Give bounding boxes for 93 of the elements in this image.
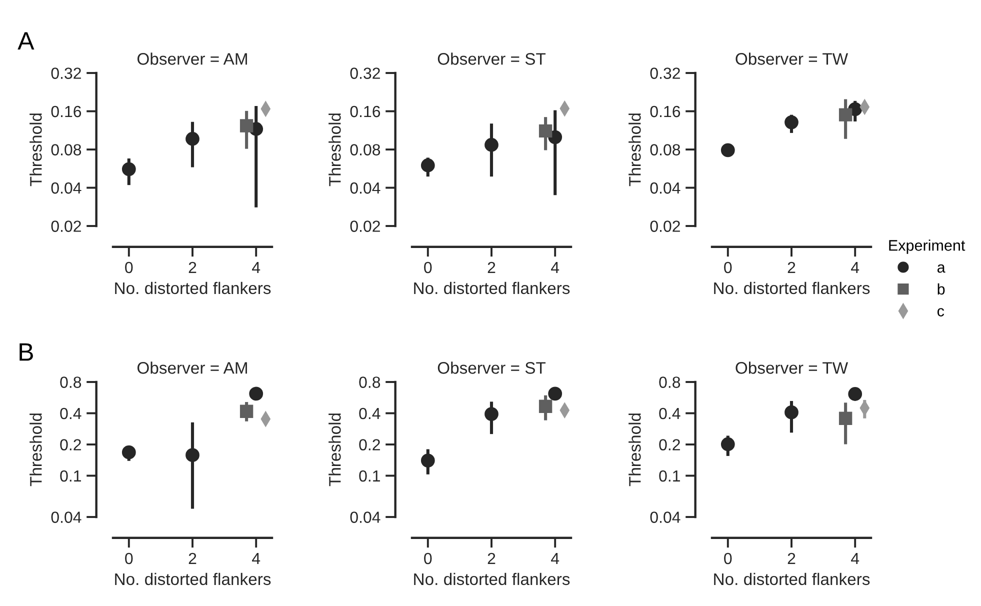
x-tick-label: 0 xyxy=(125,262,133,274)
point xyxy=(720,143,735,158)
x-tick-label: 4 xyxy=(551,262,560,273)
point xyxy=(538,400,552,413)
y-tick-label: 0.32 xyxy=(51,68,81,79)
y-tick-label: 0.1 xyxy=(659,470,680,482)
y-tick-label: 0.16 xyxy=(650,106,680,118)
y-tick-label: 0.1 xyxy=(359,470,380,482)
y-tick-label: 0.02 xyxy=(51,220,81,232)
x-axis-title: No. distorted flankers xyxy=(714,282,870,294)
point xyxy=(186,132,200,146)
point xyxy=(122,445,136,460)
y-tick-label: 0.02 xyxy=(650,220,680,232)
x-tick-label: 0 xyxy=(424,552,432,564)
chart-title: Observer = ST xyxy=(438,362,546,374)
y-tick-label: 0.4 xyxy=(60,408,82,420)
y-tick-label: 0.8 xyxy=(359,376,380,388)
chart-title: Observer = TW xyxy=(736,362,848,374)
x-tick-label: 2 xyxy=(488,552,496,564)
point xyxy=(784,115,798,130)
y-tick-label: 0.04 xyxy=(51,512,82,523)
x-tick-label: 2 xyxy=(188,262,196,273)
y-tick-label: 0.04 xyxy=(650,182,680,194)
y-tick-label: 0.2 xyxy=(659,439,680,450)
y-axis-title: Threshold xyxy=(328,114,341,186)
legend-label: c xyxy=(937,308,944,316)
x-tick-label: 4 xyxy=(252,553,260,564)
y-tick-label: 0.04 xyxy=(350,512,380,523)
text: A xyxy=(18,32,34,50)
point xyxy=(240,119,254,132)
point xyxy=(720,437,735,452)
legend-label: a xyxy=(937,264,946,273)
point xyxy=(848,387,862,401)
x-tick-label: 0 xyxy=(724,552,732,564)
chart-title: Observer = ST xyxy=(438,52,546,65)
y-tick-label: 0.04 xyxy=(650,512,680,523)
point xyxy=(249,386,264,401)
point xyxy=(538,124,552,138)
x-tick-label: 2 xyxy=(788,552,796,564)
y-tick-label: 0.04 xyxy=(51,182,82,194)
x-tick-label: 2 xyxy=(188,552,196,564)
chart-title: Observer = TW xyxy=(736,52,848,65)
y-tick-label: 0.8 xyxy=(60,376,82,388)
point xyxy=(420,158,435,172)
point xyxy=(838,108,852,122)
x-axis-title: No. distorted flankers xyxy=(714,572,870,586)
legend-label: b xyxy=(938,283,945,295)
y-tick-label: 0.1 xyxy=(60,470,81,482)
point xyxy=(420,454,435,468)
x-axis-title: No. distorted flankers xyxy=(414,282,570,294)
y-tick-label: 0.32 xyxy=(350,68,380,79)
point xyxy=(122,162,136,176)
y-axis-title: Threshold xyxy=(628,114,641,186)
y-tick-label: 0.16 xyxy=(350,106,380,118)
chart-title: Observer = AM xyxy=(137,52,247,65)
y-tick-label: 0.2 xyxy=(359,439,380,450)
point xyxy=(186,448,200,462)
y-tick-label: 0.08 xyxy=(51,144,82,156)
point xyxy=(240,404,254,418)
x-tick-label: 0 xyxy=(724,262,732,274)
legend-title: Experiment xyxy=(889,240,966,254)
x-tick-label: 4 xyxy=(252,262,260,273)
point xyxy=(838,412,852,425)
x-tick-label: 4 xyxy=(851,262,860,273)
x-tick-label: 0 xyxy=(424,262,432,274)
text: B xyxy=(20,343,33,361)
y-tick-label: 0.08 xyxy=(650,144,680,156)
y-axis-title: Threshold xyxy=(628,414,641,486)
x-axis-title: No. distorted flankers xyxy=(414,572,570,586)
x-tick-label: 2 xyxy=(788,262,796,273)
y-tick-label: 0.08 xyxy=(350,144,380,156)
y-tick-label: 0.2 xyxy=(60,439,81,450)
point xyxy=(784,405,798,420)
y-tick-label: 0.4 xyxy=(359,408,380,420)
point xyxy=(484,407,498,421)
point xyxy=(548,386,562,401)
y-tick-label: 0.02 xyxy=(350,220,380,232)
x-tick-label: 4 xyxy=(851,553,860,564)
x-tick-label: 2 xyxy=(488,262,496,273)
chart-title: Observer = AM xyxy=(137,362,247,374)
x-axis-title: No. distorted flankers xyxy=(115,572,271,586)
x-tick-label: 0 xyxy=(125,552,133,564)
x-axis-title: No. distorted flankers xyxy=(115,282,271,294)
y-tick-label: 0.16 xyxy=(51,106,82,118)
y-tick-label: 0.04 xyxy=(350,182,380,194)
y-axis-title: Threshold xyxy=(30,114,42,186)
y-axis-title: Threshold xyxy=(30,414,42,486)
point xyxy=(484,138,498,152)
y-tick-label: 0.32 xyxy=(650,68,680,79)
y-tick-label: 0.8 xyxy=(659,376,680,388)
y-tick-label: 0.4 xyxy=(659,408,680,420)
x-tick-label: 4 xyxy=(551,553,560,564)
y-axis-title: Threshold xyxy=(328,414,341,486)
